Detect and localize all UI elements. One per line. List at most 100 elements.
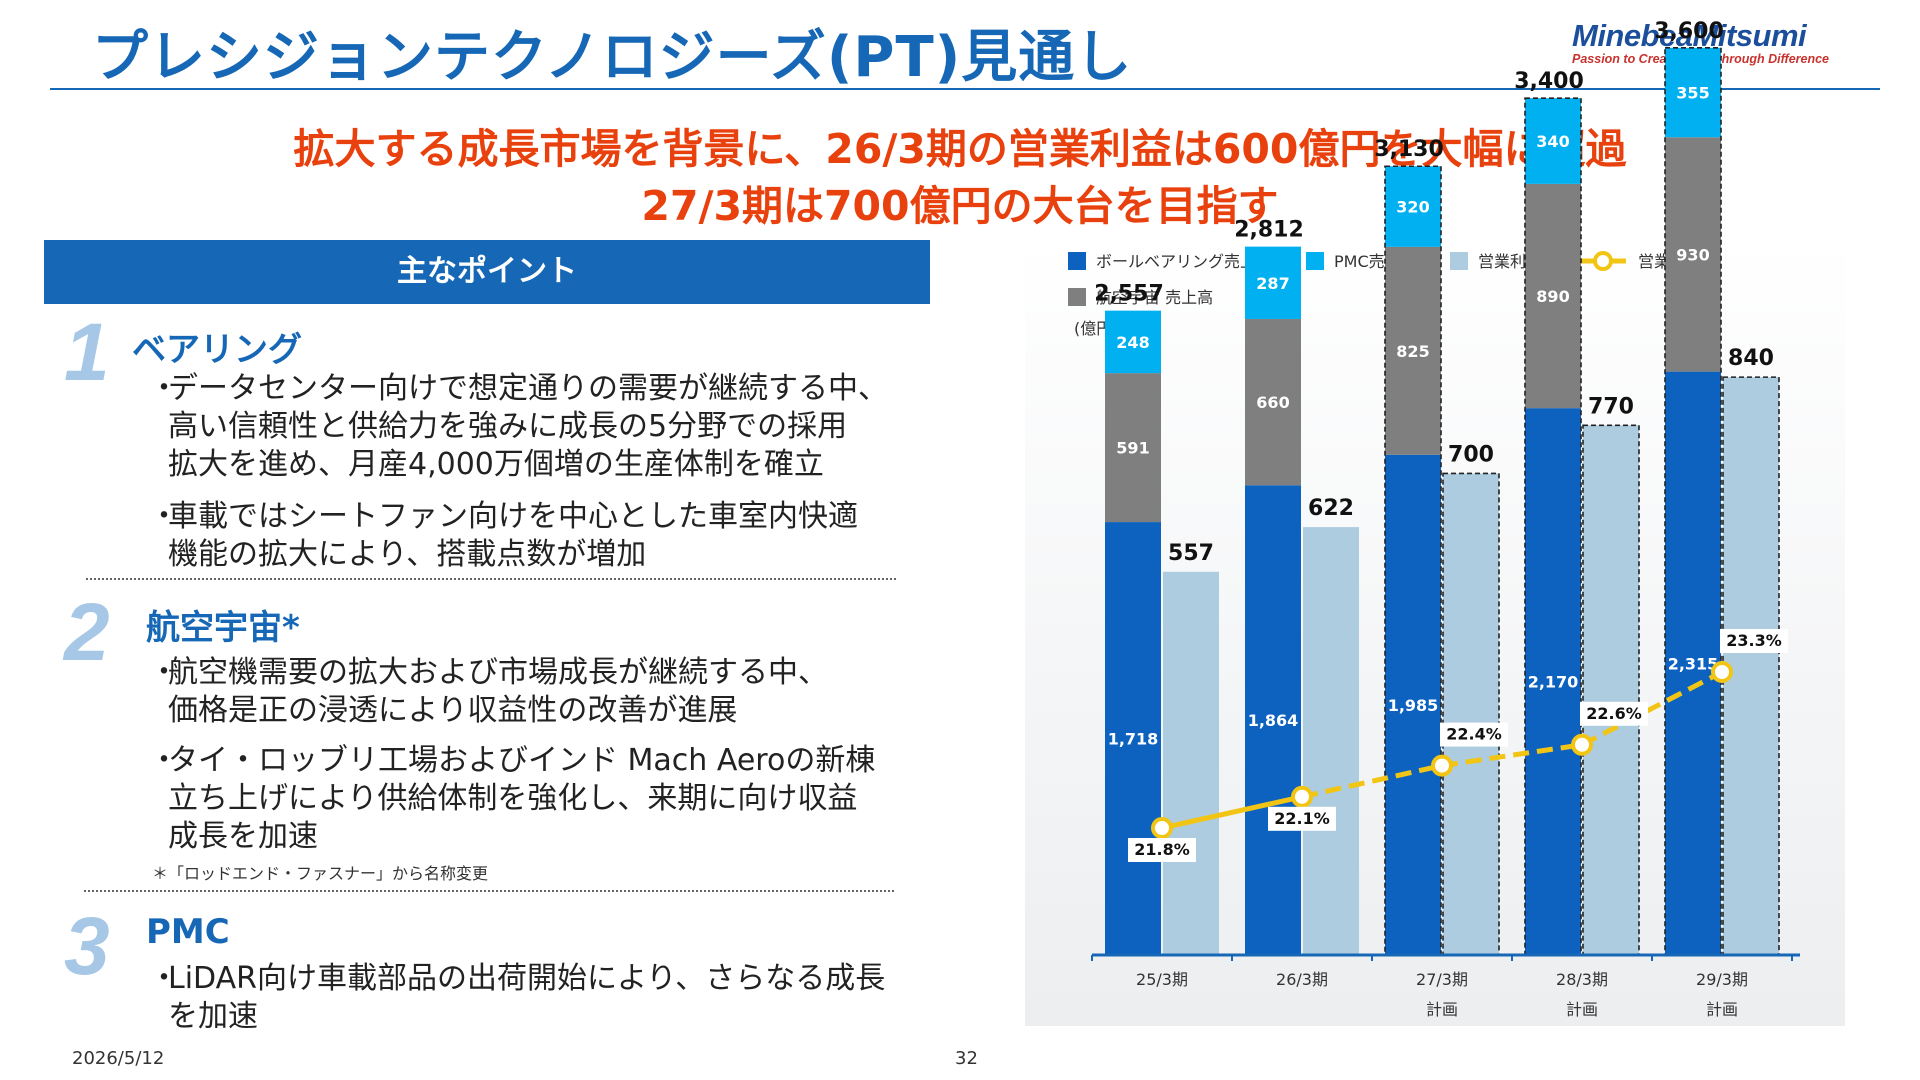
bar-segment xyxy=(1665,371,1721,955)
segment-value-label: 930 xyxy=(1676,245,1709,264)
x-tick-label: 29/3期 xyxy=(1696,970,1748,989)
bar-segment xyxy=(1385,454,1441,955)
margin-label-bg xyxy=(1720,629,1788,653)
x-tick-label: 28/3期 xyxy=(1556,970,1608,989)
legend-swatch xyxy=(1068,288,1086,306)
sales-total-label: 2,812 xyxy=(1234,218,1304,243)
margin-value-label: 22.1% xyxy=(1274,809,1330,828)
operating-profit-label: 770 xyxy=(1588,394,1634,419)
title-divider xyxy=(50,88,1880,90)
bar-segment xyxy=(1665,47,1721,138)
operating-profit-bar xyxy=(1303,527,1359,955)
sales-total-label: 3,400 xyxy=(1514,69,1584,94)
bullet-line: 航空機需要の拡大および市場成長が継続する中、 xyxy=(168,655,828,690)
margin-label-bg xyxy=(1268,806,1336,831)
segment-value-label: 2,170 xyxy=(1528,673,1579,692)
bullet-line: LiDAR向け車載部品の出荷開始により、さらなる成長 xyxy=(168,961,886,996)
segment-value-label: 660 xyxy=(1256,393,1289,412)
x-tick-sublabel: 計画 xyxy=(1706,1000,1738,1019)
bullet-line: を加速 xyxy=(168,999,258,1034)
bullet-aerospace-1: ・ 航空機需要の拡大および市場成長が継続する中、 価格是正の浸透により収益性の改… xyxy=(149,654,828,730)
segment-value-label: 591 xyxy=(1116,439,1149,458)
section-number-1: 1 xyxy=(64,307,110,398)
segment-value-label: 890 xyxy=(1536,287,1569,306)
bullet-mark: ・ xyxy=(149,743,179,778)
bullet-line: 立ち上げにより供給体制を強化し、来期に向け収益 xyxy=(168,781,858,816)
section-title-pmc: PMC xyxy=(146,912,230,952)
bar-segment xyxy=(1525,408,1581,955)
operating-profit-label: 557 xyxy=(1168,541,1214,566)
x-tick-label: 25/3期 xyxy=(1136,970,1188,989)
section-title-bearing: ベアリング xyxy=(132,330,302,370)
bar-segment xyxy=(1105,310,1161,374)
bar-segment xyxy=(1105,522,1161,955)
operating-profit-label: 622 xyxy=(1308,496,1354,521)
margin-point xyxy=(1151,817,1173,839)
operating-profit-bar xyxy=(1723,377,1779,955)
headline-line-1: 拡大する成長市場を背景に、26/3期の営業利益は600億円を大幅に超過 xyxy=(293,125,1627,173)
bullet-line: 機能の拡大により、搭載点数が増加 xyxy=(168,537,647,572)
bar-segment xyxy=(1525,183,1581,409)
segment-value-label: 340 xyxy=(1536,132,1569,151)
operating-profit-label: 700 xyxy=(1448,442,1494,467)
segment-value-label: 1,864 xyxy=(1248,711,1299,730)
margin-line: 21.8% 22.1% 22.4% 22.6% 23.3% xyxy=(1128,629,1788,862)
bullet-line: 高い信頼性と供給力を強みに成長の5分野での採用 xyxy=(168,409,848,444)
bullet-line: 価格是正の浸透により収益性の改善が進展 xyxy=(168,693,738,728)
bullet-mark: ・ xyxy=(149,499,179,534)
segment-value-label: 1,985 xyxy=(1388,696,1439,715)
sales-total-label: 3,130 xyxy=(1374,137,1444,162)
bullet-mark: ・ xyxy=(149,961,179,996)
bullet-line: 成長を加速 xyxy=(168,819,318,854)
operating-profit-label: 840 xyxy=(1728,346,1774,371)
bullet-mark: ・ xyxy=(149,655,179,690)
margin-point xyxy=(1291,785,1313,808)
page-title: プレシジョンテクノロジーズ(PT)見通し xyxy=(92,25,1133,90)
segment-value-label: 287 xyxy=(1256,274,1289,293)
section-number-2: 2 xyxy=(64,587,110,678)
x-tick-sublabel: 計画 xyxy=(1566,1000,1598,1019)
aerospace-footnote: ＊「ロッドエンド・ファスナー」から名称変更 xyxy=(152,864,489,883)
section-title-aerospace: 航空宇宙* xyxy=(146,608,300,648)
legend-swatch xyxy=(1306,252,1324,270)
margin-value-label: 21.8% xyxy=(1134,840,1190,859)
x-tick-sublabel: 計画 xyxy=(1426,1000,1458,1019)
bullet-pmc-1: ・ LiDAR向け車載部品の出荷開始により、さらなる成長 を加速 xyxy=(149,960,886,1036)
operating-profit-bar xyxy=(1583,425,1639,955)
legend-swatch xyxy=(1068,252,1086,270)
legend-swatch xyxy=(1450,252,1468,270)
bullet-mark: ・ xyxy=(149,371,179,406)
margin-line-forecast xyxy=(1580,669,1724,748)
margin-point xyxy=(1711,661,1733,683)
bar-segment xyxy=(1245,318,1301,486)
section-number-3: 3 xyxy=(64,901,110,992)
footer-date: 2026/5/12 xyxy=(72,1048,165,1069)
forecast-outline xyxy=(1442,472,1500,956)
bullet-aerospace-2: ・ タイ・ロッブリ工場およびインド Mach Aeroの新棟 立ち上げにより供給… xyxy=(149,742,875,856)
section-divider xyxy=(84,890,894,892)
margin-label-bg xyxy=(1440,722,1508,747)
sales-total-label: 3,600 xyxy=(1654,19,1724,44)
sales-total-label: 2,557 xyxy=(1094,282,1164,307)
bar-segment xyxy=(1245,485,1301,955)
margin-value-label: 22.6% xyxy=(1586,704,1642,723)
legend-label: 航空宇宙 売上高 xyxy=(1096,288,1213,307)
operating-profit-bar xyxy=(1163,571,1219,955)
legend-label: ボールベアリング売上高 xyxy=(1096,252,1272,271)
margin-label-bg xyxy=(1580,701,1648,726)
bullet-bearing-2: ・ 車載ではシートファン向けを中心とした車室内快適 機能の拡大により、搭載点数が… xyxy=(149,498,858,574)
margin-value-label: 22.4% xyxy=(1446,725,1502,744)
headline-line-2: 27/3期は700億円の大台を目指す xyxy=(641,182,1279,230)
bullet-line: 拡大を進め、月産4,000万個増の生産体制を確立 xyxy=(168,447,824,482)
segment-value-label: 825 xyxy=(1396,342,1429,361)
bar-segment xyxy=(1105,373,1161,523)
margin-value-label: 23.3% xyxy=(1726,631,1782,650)
segment-value-label: 248 xyxy=(1116,333,1149,352)
bar-segment xyxy=(1525,98,1581,184)
x-tick-label: 27/3期 xyxy=(1416,970,1468,989)
bullet-line: データセンター向けで想定通りの需要が継続する中、 xyxy=(168,371,888,406)
bar-segment xyxy=(1385,246,1441,455)
forecast-outline xyxy=(1582,424,1640,956)
